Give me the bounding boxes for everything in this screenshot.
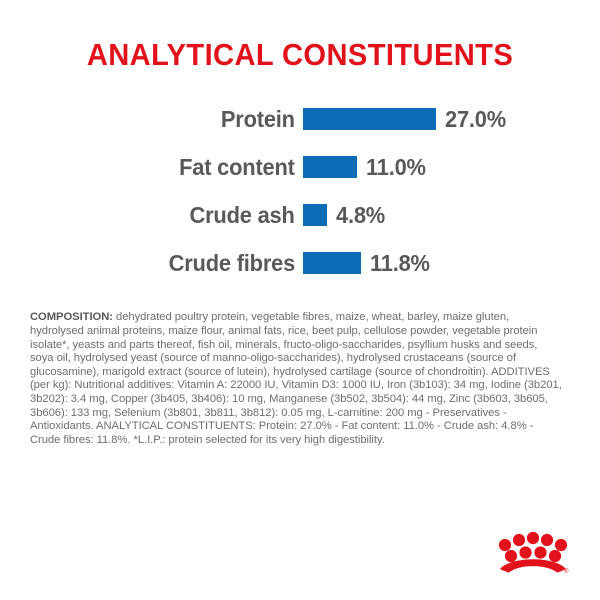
bar-fill-fat-content — [303, 156, 357, 178]
bar-track-fat-content — [303, 156, 357, 178]
bar-fill-protein — [303, 108, 436, 130]
composition-paragraph: COMPOSITION: dehydrated poultry protein,… — [30, 311, 564, 447]
bar-fill-crude-fibres — [303, 252, 361, 274]
composition-heading: COMPOSITION: — [30, 311, 113, 324]
bar-track-protein — [303, 108, 436, 130]
bar-label-protein: Protein — [221, 106, 295, 132]
bar-value-fat-content: 11.0% — [366, 154, 426, 180]
bar-value-crude-ash: 4.8% — [336, 202, 386, 228]
bar-track-crude-fibres — [303, 252, 361, 274]
bar-label-fat-content: Fat content — [179, 154, 295, 180]
bar-track-crude-ash — [303, 204, 327, 226]
bar-row-crude-fibres: Crude fibres 11.8% — [0, 248, 600, 296]
page-title: ANALYTICAL CONSTITUENTS — [86, 37, 514, 72]
analytical-constituents-bar-chart: Protein 27.0% Fat content 11.0% Crude as… — [0, 104, 600, 296]
svg-text:®: ® — [564, 568, 569, 575]
bar-value-crude-fibres: 11.8% — [370, 250, 430, 276]
bar-fill-crude-ash — [303, 204, 327, 226]
bar-row-fat-content: Fat content 11.0% — [0, 152, 600, 200]
bar-label-crude-ash: Crude ash — [189, 202, 295, 228]
bar-label-crude-fibres: Crude fibres — [168, 250, 296, 276]
bar-row-protein: Protein 27.0% — [0, 104, 600, 152]
bar-value-protein: 27.0% — [445, 106, 507, 132]
bar-row-crude-ash: Crude ash 4.8% — [0, 200, 600, 248]
royal-canin-crown-logo: ® — [497, 528, 569, 576]
composition-body: dehydrated poultry protein, vegetable fi… — [30, 311, 562, 446]
